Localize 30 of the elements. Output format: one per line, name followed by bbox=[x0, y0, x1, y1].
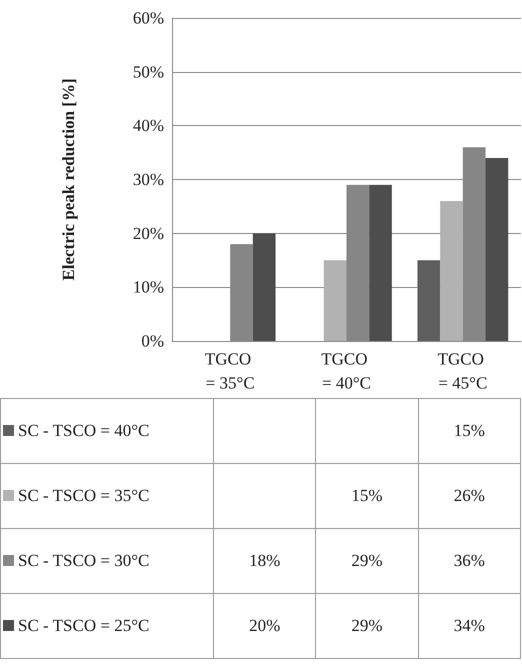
bar bbox=[440, 201, 463, 341]
y-tick-label: 10% bbox=[132, 278, 164, 297]
bar bbox=[252, 233, 276, 341]
text: 15% bbox=[454, 421, 485, 440]
y-tick-label: 30% bbox=[132, 170, 164, 189]
y-tick-label: 50% bbox=[132, 62, 164, 82]
y-tick-label: 40% bbox=[132, 116, 164, 136]
bar bbox=[369, 184, 392, 341]
legend-label: SC - TSCO = 30°C bbox=[0, 528, 214, 594]
bar bbox=[324, 260, 346, 341]
legend-label: SC - TSCO = 25°C bbox=[0, 594, 214, 658]
x-tick-label: TGCO = 45°C bbox=[438, 350, 488, 392]
text: 26% bbox=[454, 486, 485, 505]
x-tick-label: TGCO = 40°C bbox=[321, 350, 372, 392]
bar bbox=[486, 158, 508, 341]
text: 29% bbox=[351, 616, 383, 635]
x-tick-label: TGCO = 35°C bbox=[204, 350, 256, 392]
text: 20% bbox=[249, 616, 280, 635]
text: 34% bbox=[454, 616, 485, 635]
text: 29% bbox=[351, 551, 383, 570]
text: 36% bbox=[454, 551, 485, 570]
y-tick-label: 60% bbox=[132, 8, 164, 28]
y-tick-label: 20% bbox=[132, 224, 164, 243]
legend-label: SC - TSCO = 40°C bbox=[0, 398, 214, 464]
y-tick-label: 0% bbox=[141, 332, 164, 350]
bar bbox=[417, 260, 440, 341]
legend-label: SC - TSCO = 35°C bbox=[0, 464, 214, 528]
y-axis-title: Electric peak reduction [%] bbox=[59, 78, 78, 281]
text: 15% bbox=[351, 486, 383, 505]
text: 18% bbox=[249, 551, 280, 570]
